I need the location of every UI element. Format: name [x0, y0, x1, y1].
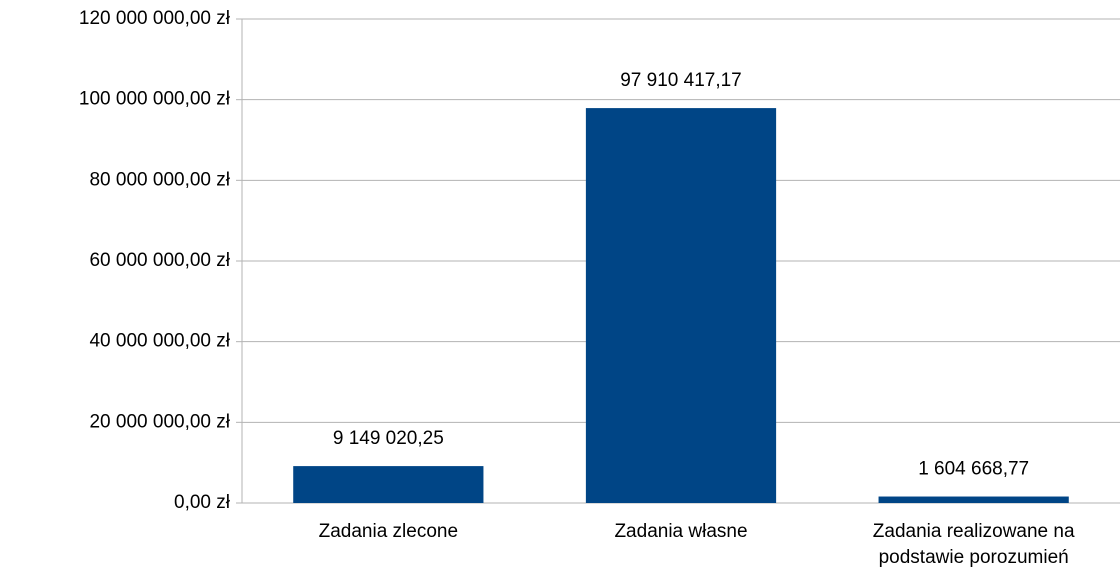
y-tick-label: 120 000 000,00 zł [79, 8, 231, 29]
y-tick-label: 0,00 zł [174, 492, 231, 513]
value-label: 1 604 668,77 [918, 459, 1029, 480]
value-label: 97 910 417,17 [620, 70, 742, 91]
x-tick-label: Zadania zlecone [318, 521, 459, 542]
y-tick-label: 40 000 000,00 zł [89, 331, 230, 352]
y-tick-label: 80 000 000,00 zł [89, 169, 230, 190]
y-tick-label: 60 000 000,00 zł [89, 250, 230, 271]
bar [878, 496, 1069, 503]
y-tick-label: 20 000 000,00 zł [89, 411, 230, 432]
x-tick-label: Zadania własne [614, 521, 748, 542]
bar [293, 466, 484, 503]
y-tick-label: 100 000 000,00 zł [79, 89, 231, 110]
bar [585, 108, 777, 503]
value-label: 9 149 020,25 [333, 428, 444, 449]
x-tick-label: Zadania realizowane na podstawie porozum… [872, 521, 1075, 568]
